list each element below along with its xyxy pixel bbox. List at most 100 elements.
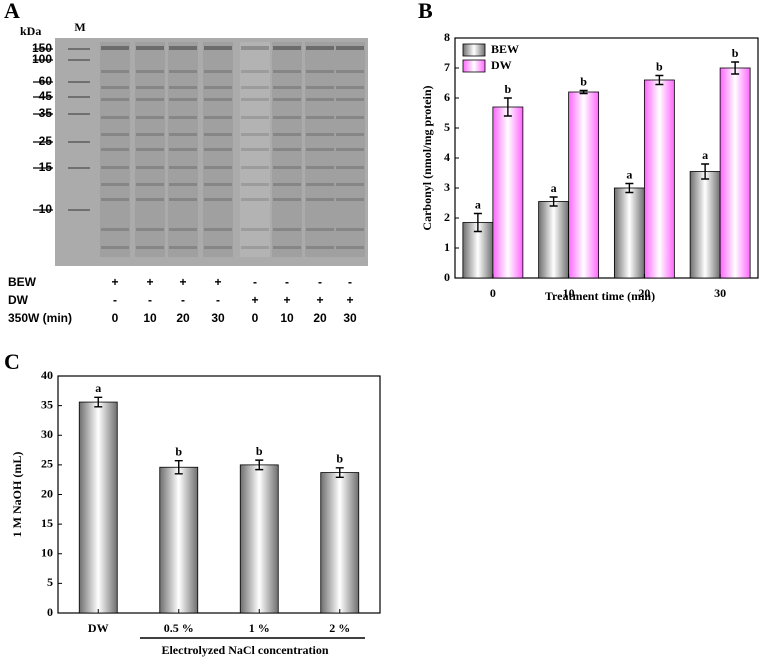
x-tick-label: DW [88, 621, 109, 635]
y-tick-label: 0 [47, 605, 53, 619]
gel-band [136, 183, 164, 186]
gel-band [204, 166, 232, 169]
gel-band [136, 148, 164, 151]
error-bar [94, 396, 103, 408]
gel-band [306, 70, 334, 73]
x-tick-label: 0 [490, 286, 496, 300]
significance-label: b [732, 46, 739, 60]
gel-band [241, 116, 269, 119]
row-label: DW [8, 293, 29, 307]
gel-band [204, 246, 232, 249]
gel-band [169, 46, 197, 50]
gel-band [241, 246, 269, 249]
legend-label: BEW [491, 42, 519, 56]
gel-band [306, 148, 334, 151]
gel-band [101, 98, 129, 101]
marker-label: 100 [32, 52, 52, 66]
error-bar [701, 163, 710, 180]
gel-band [101, 116, 129, 119]
gel-band [241, 148, 269, 151]
gel-band [336, 148, 364, 151]
gel-band [336, 70, 364, 73]
gel-band [336, 183, 364, 186]
gel-band [273, 70, 301, 73]
gel-band [306, 86, 334, 89]
bar [643, 79, 675, 279]
x-tick-label: 2 % [329, 621, 350, 635]
gel-band [101, 166, 129, 169]
bar [320, 472, 360, 614]
gel-band [273, 133, 301, 136]
gel-band [241, 183, 269, 186]
gel-band [204, 70, 232, 73]
gel-band [204, 228, 232, 231]
gel-band [306, 198, 334, 201]
y-tick-label: 5 [444, 120, 450, 134]
gel-band [136, 133, 164, 136]
gel-band [136, 86, 164, 89]
y-tick-label: 2 [444, 210, 450, 224]
gel-band [101, 246, 129, 249]
x-axis-title: Electrolyzed NaCl concentration [161, 643, 328, 657]
error-bar [503, 97, 512, 117]
x-tick-label: 30 [714, 286, 726, 300]
bar [689, 171, 721, 279]
significance-label: b [656, 59, 663, 73]
gel-band [336, 86, 364, 89]
bar [538, 201, 570, 279]
row-cell: + [111, 275, 118, 289]
lane-marker-label: M [74, 20, 85, 34]
marker-band [68, 141, 90, 143]
legend-swatch [462, 59, 486, 73]
row-cell: + [146, 275, 153, 289]
gel-band [169, 246, 197, 249]
gel-band [101, 86, 129, 89]
gel-band [336, 98, 364, 101]
error-bar [579, 89, 588, 95]
gel-band [169, 166, 197, 169]
gel-band [273, 116, 301, 119]
panel-label: B [418, 0, 433, 23]
row-cell: + [251, 293, 258, 307]
gel-band [169, 228, 197, 231]
x-tick-label: 20 [638, 286, 650, 300]
significance-label: a [95, 381, 101, 395]
x-tick-label: 10 [563, 286, 575, 300]
row-cell: 0 [252, 311, 259, 325]
y-tick-label: 6 [444, 90, 450, 104]
marker-label: 25 [39, 134, 53, 148]
error-bar [731, 61, 740, 75]
marker-band [68, 48, 90, 50]
significance-label: b [256, 444, 263, 458]
marker-label: 15 [39, 160, 53, 174]
gel-band [101, 228, 129, 231]
gel-band [241, 70, 269, 73]
gel-band [169, 70, 197, 73]
legend-swatch [462, 43, 486, 57]
bar [568, 91, 600, 279]
gel-band [101, 46, 129, 50]
bar [78, 401, 118, 614]
significance-label: b [175, 444, 182, 458]
gel-band [306, 183, 334, 186]
row-cell: - [285, 275, 289, 289]
y-tick-label: 30 [41, 427, 53, 441]
gel-band [136, 246, 164, 249]
x-axis-title: Treatment time (min) [545, 289, 655, 303]
marker-label: 150 [32, 41, 52, 55]
gel-band [241, 86, 269, 89]
gel-band [241, 198, 269, 201]
significance-label: b [580, 74, 587, 88]
gel-band [336, 198, 364, 201]
y-axis-title: 1 M NaOH (mL) [10, 452, 24, 538]
bar [159, 466, 199, 614]
error-bar [335, 467, 344, 479]
y-tick-label: 35 [41, 397, 53, 411]
gel-band [336, 246, 364, 249]
gel-band [169, 98, 197, 101]
row-cell: 20 [313, 311, 327, 325]
gel-band [169, 133, 197, 136]
gel-band [136, 70, 164, 73]
gel-band [136, 98, 164, 101]
row-cell: + [346, 293, 353, 307]
